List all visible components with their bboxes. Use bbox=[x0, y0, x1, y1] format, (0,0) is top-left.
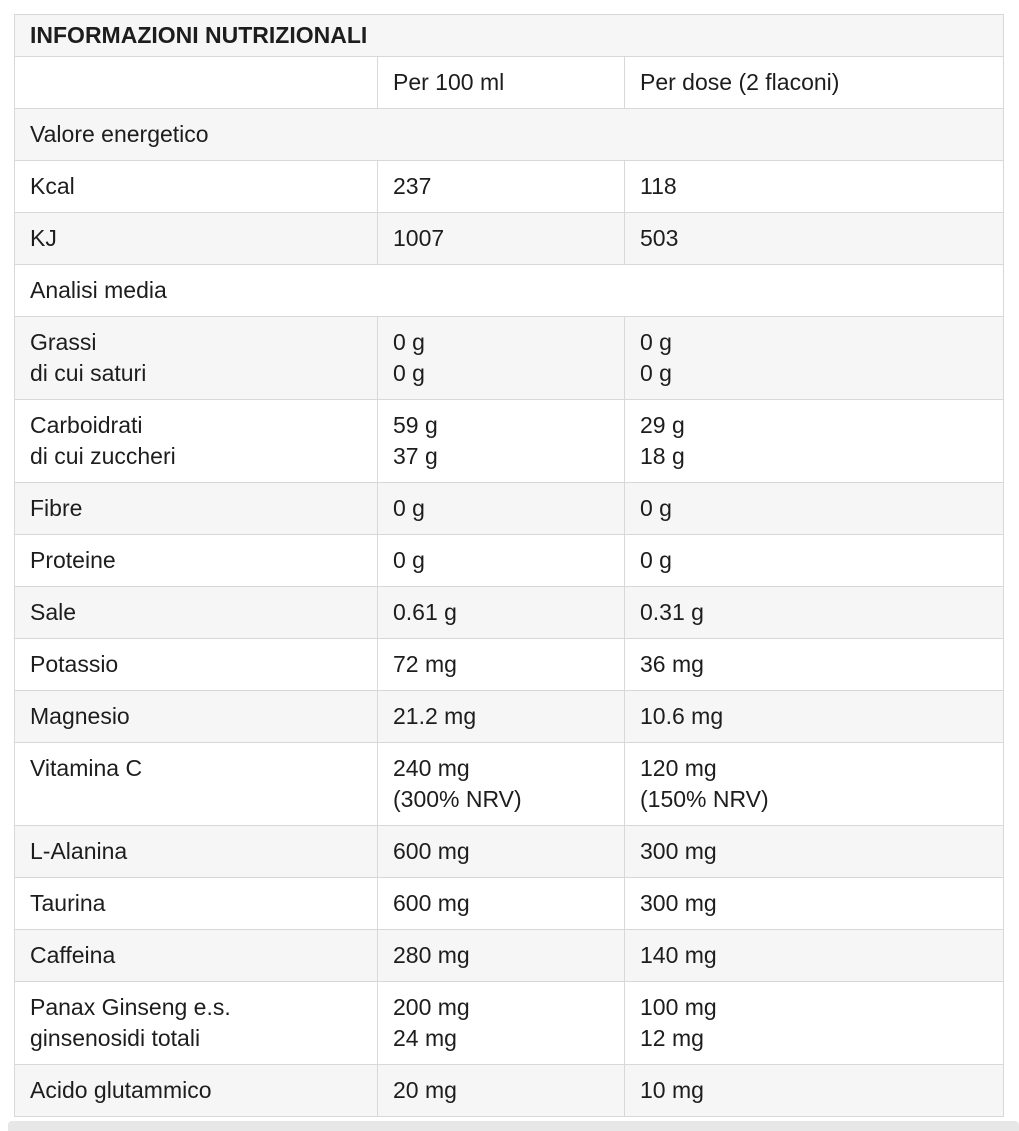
value-per-dose: 0 g 0 g bbox=[624, 316, 1004, 400]
table-row: Magnesio 21.2 mg 10.6 mg bbox=[14, 690, 1004, 743]
value-per-100ml: 237 bbox=[377, 160, 625, 213]
table-row: Acido glutammico 20 mg 10 mg bbox=[14, 1064, 1004, 1117]
section-label: Valore energetico bbox=[14, 108, 1004, 161]
value-per-100ml: 72 mg bbox=[377, 638, 625, 691]
nutrient-label: Acido glutammico bbox=[14, 1064, 378, 1117]
value-per-dose: 120 mg (150% NRV) bbox=[624, 742, 1004, 826]
value-per-dose: 29 g 18 g bbox=[624, 399, 1004, 483]
table-row: Potassio 72 mg 36 mg bbox=[14, 638, 1004, 691]
column-header-per-100ml: Per 100 ml bbox=[377, 56, 625, 109]
nutrient-label: Potassio bbox=[14, 638, 378, 691]
table-row: Caffeina 280 mg 140 mg bbox=[14, 929, 1004, 982]
value-per-dose: 36 mg bbox=[624, 638, 1004, 691]
table-title: INFORMAZIONI NUTRIZIONALI bbox=[14, 14, 1004, 57]
value-per-dose: 100 mg 12 mg bbox=[624, 981, 1004, 1065]
value-per-dose: 300 mg bbox=[624, 877, 1004, 930]
value-per-100ml: 21.2 mg bbox=[377, 690, 625, 743]
value-per-dose: 0 g bbox=[624, 534, 1004, 587]
table-row: Taurina 600 mg 300 mg bbox=[14, 877, 1004, 930]
next-section-edge bbox=[8, 1121, 1019, 1131]
value-per-100ml: 200 mg 24 mg bbox=[377, 981, 625, 1065]
nutrient-label: Sale bbox=[14, 586, 378, 639]
nutrient-label: Grassi di cui saturi bbox=[14, 316, 378, 400]
value-per-dose: 0 g bbox=[624, 482, 1004, 535]
value-per-100ml: 280 mg bbox=[377, 929, 625, 982]
value-per-dose: 300 mg bbox=[624, 825, 1004, 878]
table-row: Kcal 237 118 bbox=[14, 160, 1004, 213]
value-per-100ml: 0.61 g bbox=[377, 586, 625, 639]
table-row: Carboidrati di cui zuccheri 59 g 37 g 29 g… bbox=[14, 399, 1004, 483]
value-per-dose: 140 mg bbox=[624, 929, 1004, 982]
value-per-dose: 503 bbox=[624, 212, 1004, 265]
value-per-100ml: 0 g bbox=[377, 482, 625, 535]
nutrition-table: INFORMAZIONI NUTRIZIONALI Per 100 ml Per… bbox=[14, 14, 1004, 1117]
value-per-100ml: 0 g 0 g bbox=[377, 316, 625, 400]
nutrient-label: Proteine bbox=[14, 534, 378, 587]
value-per-100ml: 0 g bbox=[377, 534, 625, 587]
table-body: INFORMAZIONI NUTRIZIONALI Per 100 ml Per… bbox=[14, 14, 1004, 1117]
column-header-empty bbox=[14, 56, 378, 109]
section-label: Analisi media bbox=[14, 264, 1004, 317]
value-per-dose: 0.31 g bbox=[624, 586, 1004, 639]
table-row: Sale 0.61 g 0.31 g bbox=[14, 586, 1004, 639]
nutrient-label: Carboidrati di cui zuccheri bbox=[14, 399, 378, 483]
value-per-100ml: 20 mg bbox=[377, 1064, 625, 1117]
nutrient-label: Kcal bbox=[14, 160, 378, 213]
nutrient-label: Taurina bbox=[14, 877, 378, 930]
section-row: Analisi media bbox=[14, 264, 1004, 317]
value-per-100ml: 1007 bbox=[377, 212, 625, 265]
value-per-dose: 10 mg bbox=[624, 1064, 1004, 1117]
table-row: L-Alanina 600 mg 300 mg bbox=[14, 825, 1004, 878]
table-row: Panax Ginseng e.s. ginsenosidi totali 200… bbox=[14, 981, 1004, 1065]
value-per-dose: 118 bbox=[624, 160, 1004, 213]
nutrient-label: L-Alanina bbox=[14, 825, 378, 878]
nutrient-label: Caffeina bbox=[14, 929, 378, 982]
section-row: Valore energetico bbox=[14, 108, 1004, 161]
value-per-100ml: 59 g 37 g bbox=[377, 399, 625, 483]
value-per-100ml: 240 mg (300% NRV) bbox=[377, 742, 625, 826]
table-row: KJ 1007 503 bbox=[14, 212, 1004, 265]
nutrient-label: Fibre bbox=[14, 482, 378, 535]
value-per-100ml: 600 mg bbox=[377, 825, 625, 878]
nutrient-label: Magnesio bbox=[14, 690, 378, 743]
column-header-row: Per 100 ml Per dose (2 flaconi) bbox=[14, 56, 1004, 109]
value-per-100ml: 600 mg bbox=[377, 877, 625, 930]
nutrient-label: KJ bbox=[14, 212, 378, 265]
title-row: INFORMAZIONI NUTRIZIONALI bbox=[14, 14, 1004, 57]
nutrient-label: Vitamina C bbox=[14, 742, 378, 826]
value-per-dose: 10.6 mg bbox=[624, 690, 1004, 743]
table-row: Vitamina C 240 mg (300% NRV) 120 mg (150% … bbox=[14, 742, 1004, 826]
nutrient-label: Panax Ginseng e.s. ginsenosidi totali bbox=[14, 981, 378, 1065]
column-header-per-dose: Per dose (2 flaconi) bbox=[624, 56, 1004, 109]
